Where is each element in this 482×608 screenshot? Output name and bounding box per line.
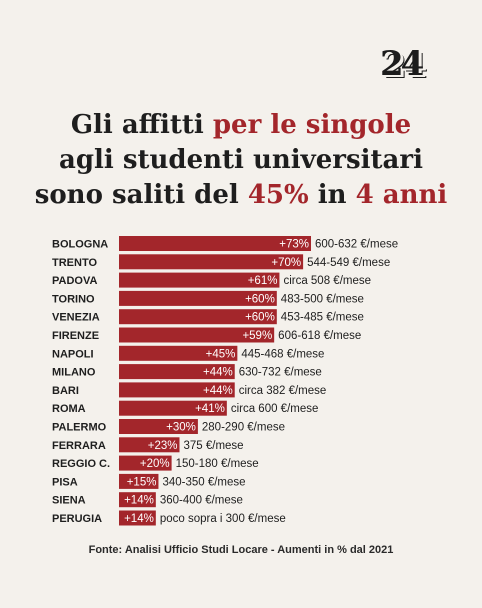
rent-label: 630-732 €/mese: [239, 367, 322, 379]
rent-label: circa 382 €/mese: [239, 385, 327, 397]
city-label: TRENTO: [52, 257, 97, 269]
rent-label: 445-468 €/mese: [241, 348, 324, 360]
bar: [119, 382, 235, 398]
city-label: PERUGIA: [52, 513, 102, 525]
bar: [119, 473, 159, 489]
headline-text: in: [308, 180, 356, 210]
headline-accent-years: 4 anni: [355, 180, 448, 210]
headline-line-2: agli studenti universitari: [59, 145, 423, 175]
rent-label: 340-350 €/mese: [162, 476, 245, 488]
bar-value-label: +15%: [127, 476, 157, 488]
bar: [119, 492, 156, 508]
city-label: TORINO: [52, 293, 95, 305]
city-label: BARI: [52, 385, 79, 397]
rent-label: 483-500 €/mese: [281, 293, 364, 305]
bar-value-label: +23%: [148, 440, 178, 452]
city-label: ROMA: [52, 403, 86, 415]
rent-label: 375 €/mese: [183, 440, 243, 452]
bar: [119, 254, 304, 270]
bar-value-label: +14%: [124, 513, 154, 525]
headline-accent-percent: 45%: [247, 180, 309, 210]
bar: [119, 290, 277, 306]
bar-value-label: +61%: [248, 275, 278, 287]
bar-value-label: +44%: [203, 367, 233, 379]
bar: [119, 345, 238, 361]
headline: Gli affitti per le singole agli studenti…: [0, 108, 482, 213]
bar: [119, 419, 198, 434]
headline-line-3: sono saliti del 45% in 4 anni: [0, 178, 482, 213]
bar-value-label: +59%: [242, 330, 272, 342]
bar-value-label: +14%: [124, 495, 154, 507]
bar-value-label: +60%: [245, 312, 275, 324]
headline-line-1: Gli affitti per le singole: [0, 108, 482, 143]
rent-label: 600-632 €/mese: [315, 239, 398, 251]
bar: [119, 327, 275, 343]
rent-label: poco sopra i 300 €/mese: [160, 513, 286, 525]
city-label: NAPOLI: [52, 348, 94, 360]
logo-24: 24: [380, 44, 424, 84]
city-label: BOLOGNA: [52, 239, 108, 251]
city-label: SIENA: [52, 495, 86, 507]
bar-value-label: +70%: [271, 257, 301, 269]
rent-label: 360-400 €/mese: [160, 495, 243, 507]
city-label: PADOVA: [52, 275, 97, 287]
headline-text: sono saliti del: [34, 180, 248, 210]
city-label: REGGIO C.: [52, 458, 110, 470]
rent-label: circa 600 €/mese: [231, 403, 319, 415]
city-label: VENEZIA: [52, 312, 100, 324]
bar: [119, 455, 172, 471]
bar: [119, 236, 311, 251]
bar: [119, 364, 235, 380]
bar-value-label: +41%: [195, 403, 225, 415]
rent-label: circa 508 €/mese: [283, 275, 371, 287]
rent-label: 150-180 €/mese: [176, 458, 259, 470]
bar-value-label: +73%: [279, 239, 309, 251]
source-footnote: Fonte: Analisi Ufficio Studi Locare - Au…: [88, 544, 394, 556]
bar-value-label: +30%: [166, 422, 196, 434]
city-label: FERRARA: [52, 440, 106, 452]
city-label: FIRENZE: [52, 330, 99, 342]
city-label: PALERMO: [52, 422, 107, 434]
rent-label: 280-290 €/mese: [202, 422, 285, 434]
rent-label: 453-485 €/mese: [281, 312, 364, 324]
bar: [119, 309, 277, 325]
bar: [119, 272, 280, 288]
rent-label: 606-618 €/mese: [278, 330, 361, 342]
bar-value-label: +45%: [206, 348, 236, 360]
city-label: MILANO: [52, 367, 96, 379]
bar-value-label: +20%: [140, 458, 170, 470]
headline-accent: per le singole: [212, 110, 412, 140]
rent-label: 544-549 €/mese: [307, 257, 390, 269]
bar: [119, 400, 227, 416]
headline-text: Gli affitti: [70, 110, 213, 140]
bar-value-label: +60%: [245, 293, 275, 305]
bar-value-label: +44%: [203, 385, 233, 397]
bar: [119, 510, 156, 526]
bar: [119, 437, 180, 453]
city-label: PISA: [52, 476, 78, 488]
